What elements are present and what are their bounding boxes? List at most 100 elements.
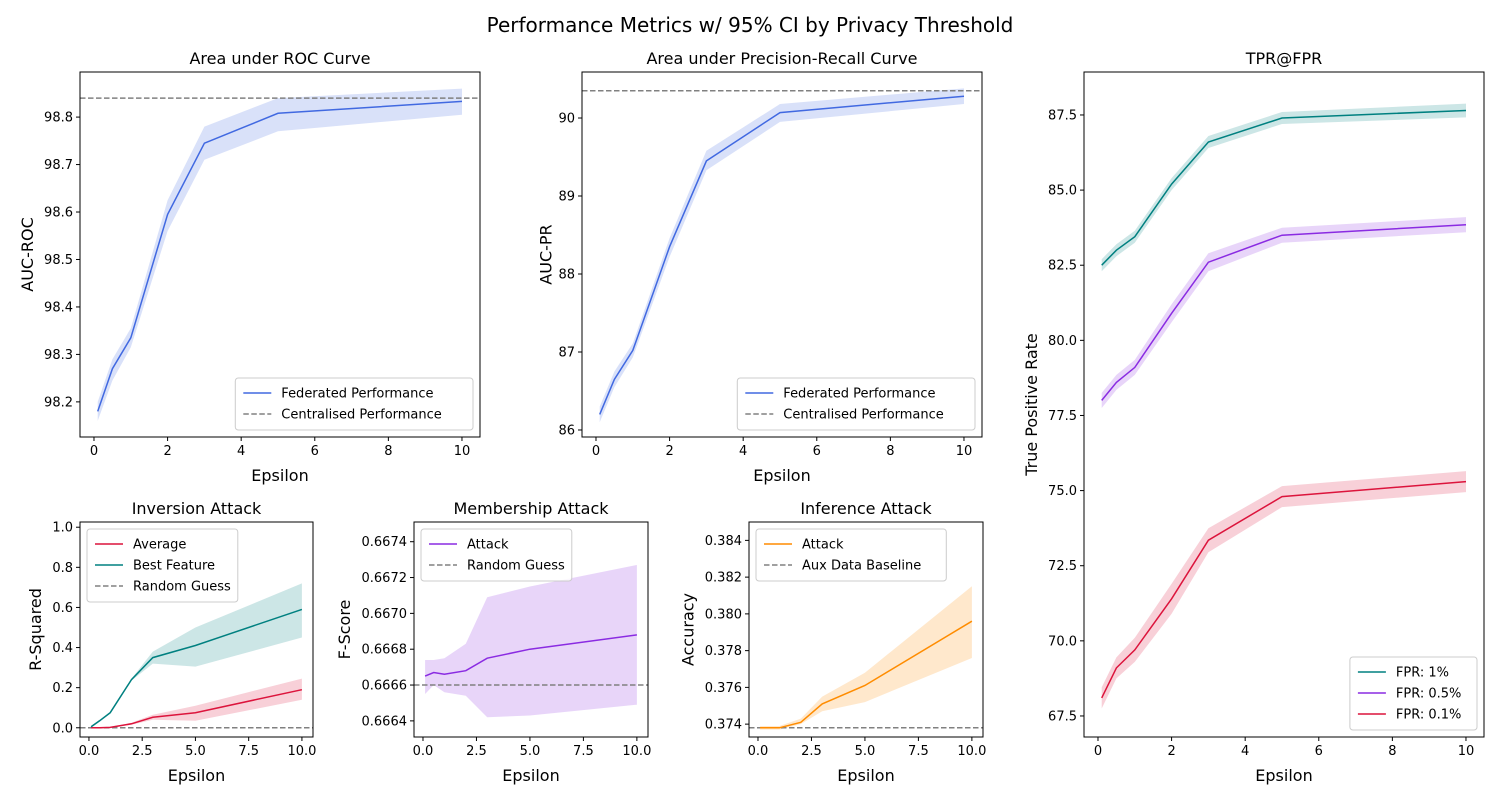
y-tick-label: 90 xyxy=(558,112,575,127)
plot-area xyxy=(1101,103,1467,709)
x-tick-label: 2.5 xyxy=(132,744,153,759)
legend: Attack Random Guess xyxy=(420,528,573,582)
ci-band-1 xyxy=(91,583,302,728)
plot-area xyxy=(80,583,313,729)
subplot-tpr-fpr: 0 2 4 6 8 10 67.5 70.0 72.5 75.0 77.5 80.0 82.5 85.0 8… xyxy=(1022,49,1485,785)
subplot-title: Area under Precision-Recall Curve xyxy=(646,49,917,68)
subplot-title: Inference Attack xyxy=(800,499,932,518)
y-tick-label: 98.7 xyxy=(44,158,73,173)
plot-area xyxy=(582,88,982,423)
y-tick-label: 75.0 xyxy=(1048,484,1077,499)
series-line-0 xyxy=(96,100,463,412)
x-tick-label: 7.5 xyxy=(573,744,594,759)
y-tick-label: 0.6670 xyxy=(362,607,408,622)
x-tick-label: 5.0 xyxy=(855,744,876,759)
plot-area xyxy=(80,88,480,421)
ci-band-0 xyxy=(425,565,637,718)
legend-label: FPR: 0.1% xyxy=(1396,708,1462,723)
subplot-inversion-attack: 0.0 2.5 5.0 7.5 10.0 0.0 0.2 0.4 0.6 0.8 1.0 Invers… xyxy=(26,499,316,785)
y-tick-label: 98.5 xyxy=(44,253,73,268)
ci-band-0 xyxy=(760,586,972,730)
y-tick-label: 67.5 xyxy=(1048,709,1077,724)
legend-box xyxy=(1349,656,1478,731)
y-tick-label: 0.374 xyxy=(705,718,742,733)
y-tick-label: 1.0 xyxy=(52,521,73,536)
y-tick-label: 87.5 xyxy=(1048,108,1077,123)
subplot-title: TPR@FPR xyxy=(1245,49,1323,68)
subplot-title: Inversion Attack xyxy=(132,499,262,518)
x-axis-label: Epsilon xyxy=(1255,766,1312,785)
y-axis-label: True Positive Rate xyxy=(1022,333,1041,477)
x-tick-label: 4 xyxy=(739,444,747,459)
y-tick-label: 80.0 xyxy=(1048,334,1077,349)
x-tick-label: 6 xyxy=(813,444,821,459)
series-line-0 xyxy=(599,95,965,415)
y-tick-label: 0.0 xyxy=(52,721,73,736)
subplot-membership-attack: 0.0 2.5 5.0 7.5 10.0 0.6664 0.6666 0.6668 0.6670… xyxy=(335,499,651,785)
legend-label: Best Feature xyxy=(133,559,215,574)
ci-band-2 xyxy=(1101,471,1466,709)
legend-label: Random Guess xyxy=(467,559,565,574)
legend: Average Best Feature Random Guess xyxy=(86,528,239,603)
y-tick-label: 0.376 xyxy=(705,681,742,696)
axes-frame xyxy=(748,521,984,738)
ci-band-1 xyxy=(1101,217,1466,408)
x-tick-label: 0 xyxy=(592,444,600,459)
legend-box xyxy=(755,528,947,582)
legend-box xyxy=(736,377,976,431)
legend-label: Federated Performance xyxy=(281,387,433,402)
y-tick-label: 0.378 xyxy=(705,644,742,659)
series-line-1 xyxy=(90,608,303,728)
ci-band-0 xyxy=(91,678,302,728)
subplot-area-under-precision-recall-curve: 0 2 4 6 8 10 86 87 88 89 90 Area under Precision-Re… xyxy=(536,49,983,485)
y-tick-label: 0.6 xyxy=(52,601,73,616)
x-tick-label: 0.0 xyxy=(413,744,434,759)
y-tick-label: 70.0 xyxy=(1048,634,1077,649)
legend-label: Attack xyxy=(802,538,844,553)
x-axis-label: Epsilon xyxy=(251,466,308,485)
y-tick-label: 0.382 xyxy=(705,571,742,586)
x-axis-label: Epsilon xyxy=(168,766,225,785)
series-line-0 xyxy=(760,620,973,729)
y-tick-label: 0.384 xyxy=(705,534,742,549)
x-tick-label: 4 xyxy=(237,444,245,459)
y-tick-label: 0.2 xyxy=(52,681,73,696)
x-tick-label: 10.0 xyxy=(957,744,986,759)
x-tick-label: 10.0 xyxy=(622,744,651,759)
legend-label: Federated Performance xyxy=(783,387,935,402)
x-axis-label: Epsilon xyxy=(502,766,559,785)
y-axis-label: AUC-ROC xyxy=(18,217,37,291)
y-tick-label: 0.8 xyxy=(52,561,73,576)
axes-frame xyxy=(581,71,983,438)
plot-area xyxy=(749,586,983,730)
x-tick-label: 6 xyxy=(311,444,319,459)
x-tick-label: 10 xyxy=(956,444,973,459)
x-tick-label: 10.0 xyxy=(287,744,316,759)
x-tick-label: 0 xyxy=(90,444,98,459)
subplot-title: Membership Attack xyxy=(453,499,609,518)
x-axis-label: Epsilon xyxy=(753,466,810,485)
legend-label: FPR: 0.5% xyxy=(1396,687,1462,702)
x-tick-label: 10 xyxy=(454,444,471,459)
y-tick-label: 98.8 xyxy=(44,111,73,126)
y-tick-label: 98.6 xyxy=(44,206,73,221)
ci-band-0 xyxy=(97,88,462,421)
x-tick-label: 4 xyxy=(1241,744,1249,759)
series-line-2 xyxy=(1101,480,1467,699)
subplot-area-under-roc-curve: 0 2 4 6 8 10 98.2 98.3 98.4 98.5 98.6 98.7 98.8 Area … xyxy=(18,49,481,485)
y-tick-label: 0.4 xyxy=(52,641,73,656)
y-tick-label: 85.0 xyxy=(1048,184,1077,199)
legend-label: Centralised Performance xyxy=(783,408,943,423)
legend-label: Random Guess xyxy=(133,580,231,595)
axes-frame xyxy=(1083,71,1485,738)
axes-frame xyxy=(413,521,649,738)
y-tick-label: 0.6668 xyxy=(362,643,408,658)
legend: Attack Aux Data Baseline xyxy=(755,528,947,582)
x-tick-label: 2 xyxy=(665,444,673,459)
y-axis-label: Accuracy xyxy=(679,593,698,666)
legend-label: Attack xyxy=(467,538,509,553)
series-line-0 xyxy=(1101,109,1467,266)
y-tick-label: 77.5 xyxy=(1048,409,1077,424)
x-tick-label: 0.0 xyxy=(748,744,769,759)
y-tick-label: 98.2 xyxy=(44,395,73,410)
